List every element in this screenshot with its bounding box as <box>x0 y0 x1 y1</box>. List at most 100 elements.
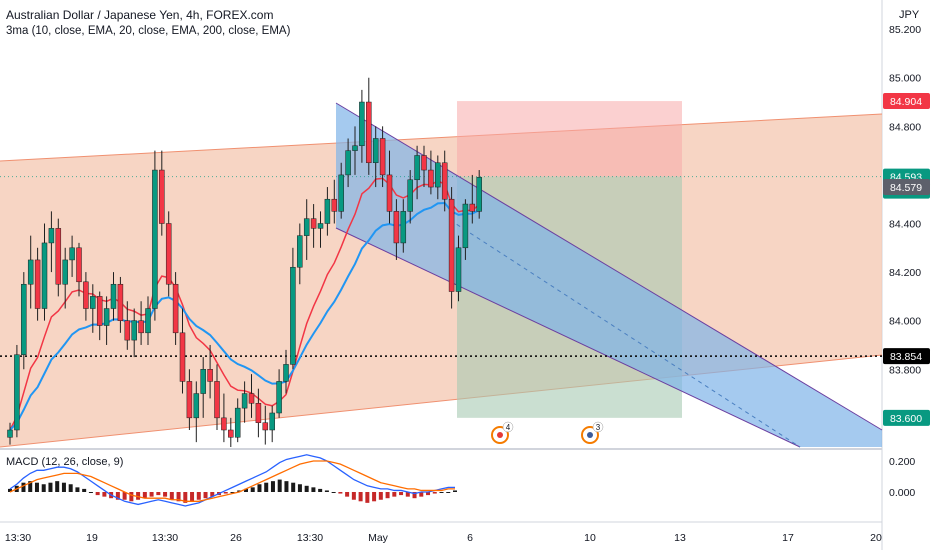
candle-body <box>21 283 27 355</box>
macd-bar <box>446 492 451 493</box>
horizontal-line-badge: 83.854 <box>883 348 930 365</box>
macd-histogram <box>8 479 457 503</box>
macd-bar <box>183 492 188 503</box>
macd-bar <box>48 482 53 492</box>
candle-body <box>297 235 303 268</box>
target-price-badge-text: 83.600 <box>890 413 922 425</box>
candle-body <box>179 332 186 382</box>
candles <box>7 77 482 447</box>
candle-body <box>172 283 179 334</box>
macd-bar <box>203 492 208 499</box>
macd-bar <box>385 492 390 499</box>
macd-bar <box>102 492 107 497</box>
candle-body <box>96 296 103 326</box>
time-tick-label: 20 <box>870 532 882 544</box>
macd-tick-label: 0.200 <box>889 456 915 468</box>
macd-bar <box>129 492 134 502</box>
candle-body <box>276 381 282 414</box>
target-price-badge: 83.600 <box>883 409 930 426</box>
candle-body <box>386 174 393 212</box>
horizontal-line-badge-text: 83.854 <box>890 351 922 363</box>
macd-bar <box>412 492 417 499</box>
macd-bar <box>243 488 248 492</box>
macd-bar <box>122 492 127 500</box>
candle-body <box>441 162 448 200</box>
candle-body <box>324 198 331 224</box>
candle-body <box>83 281 89 309</box>
time-tick-label: 6 <box>467 532 473 544</box>
macd-bar <box>338 492 343 494</box>
macd-bar <box>223 492 228 494</box>
candle-body <box>379 138 386 176</box>
falling-channel-mid <box>449 219 801 448</box>
macd-bar <box>419 492 424 497</box>
candle-body <box>338 174 344 212</box>
candle-body <box>269 412 275 431</box>
price-tick-label: 84.800 <box>889 121 921 133</box>
macd-bar <box>82 488 87 492</box>
horizontal-line-badge-bg <box>883 348 930 365</box>
candle-body <box>14 354 20 431</box>
candle-body <box>152 169 158 309</box>
macd-bar <box>88 492 93 493</box>
macd-bar <box>405 492 410 497</box>
event-count-bubble <box>502 421 514 433</box>
candle-body <box>76 247 82 283</box>
target-price-badge-bg <box>883 409 930 426</box>
candle-body <box>435 162 441 188</box>
macd-bar <box>196 492 201 500</box>
candle-body <box>48 228 55 244</box>
ema-price-badge: 84.579 <box>883 179 930 196</box>
candle-body <box>462 203 469 249</box>
price-tick-label: 85.000 <box>889 73 921 85</box>
price-tick-label: 84.200 <box>889 267 921 279</box>
macd-bar <box>61 482 66 492</box>
event-marker: 4 <box>491 421 514 444</box>
candle-body <box>448 198 455 292</box>
macd-bar <box>399 492 404 496</box>
time-tick-label: 19 <box>86 532 98 544</box>
candle-body <box>200 369 206 394</box>
candle-body <box>469 203 476 212</box>
ema-price-badge-bg <box>883 179 930 196</box>
macd-bar <box>426 492 431 496</box>
macd-line <box>9 454 455 507</box>
candle-body <box>317 223 324 229</box>
candle-body <box>131 320 137 341</box>
macd-bar <box>237 490 242 492</box>
candle-body <box>110 283 117 309</box>
candle-body <box>214 381 220 419</box>
candle-body <box>34 259 41 309</box>
macd-bar <box>55 481 60 492</box>
candle-body <box>400 211 407 244</box>
macd-bar <box>95 492 100 496</box>
macd-bar <box>41 484 46 492</box>
stop-price-badge: 84.904 <box>883 93 930 110</box>
rising-channel-top <box>0 113 883 162</box>
candle-body <box>207 369 213 382</box>
candle-body <box>476 177 482 212</box>
macd-bar <box>28 481 33 492</box>
macd-bar <box>291 482 296 492</box>
candle-body <box>69 247 75 261</box>
stop-price-badge-bg <box>883 93 930 110</box>
macd-bar <box>372 492 377 502</box>
candle-body <box>331 198 338 212</box>
macd-bar <box>297 484 302 492</box>
price-tick-label: 84.000 <box>889 316 921 328</box>
candle-body <box>262 422 269 431</box>
event-dot <box>587 432 593 438</box>
event-count: 3 <box>596 423 601 432</box>
candle-body <box>165 223 172 285</box>
macd-bar <box>358 492 363 502</box>
macd-bar <box>21 482 26 492</box>
candle-body <box>310 218 317 229</box>
macd-bar <box>68 484 73 492</box>
macd-bar <box>311 487 316 492</box>
candle-body <box>366 101 372 164</box>
time-tick-label: 10 <box>584 532 596 544</box>
candle-body <box>303 218 310 236</box>
macd-bar <box>136 492 141 500</box>
